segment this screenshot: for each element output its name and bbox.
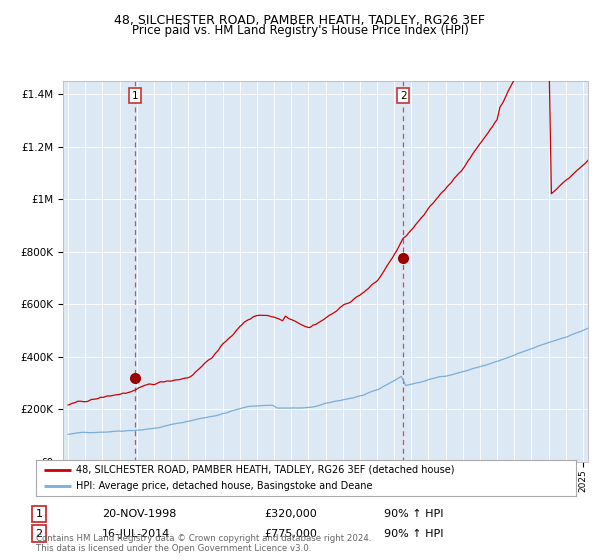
Text: 1: 1 xyxy=(131,91,138,101)
Text: 48, SILCHESTER ROAD, PAMBER HEATH, TADLEY, RG26 3EF: 48, SILCHESTER ROAD, PAMBER HEATH, TADLE… xyxy=(115,14,485,27)
Text: 2: 2 xyxy=(35,529,43,539)
Text: 90% ↑ HPI: 90% ↑ HPI xyxy=(384,509,443,519)
Text: 90% ↑ HPI: 90% ↑ HPI xyxy=(384,529,443,539)
Text: 16-JUL-2014: 16-JUL-2014 xyxy=(102,529,170,539)
Text: 1: 1 xyxy=(35,509,43,519)
Text: Price paid vs. HM Land Registry's House Price Index (HPI): Price paid vs. HM Land Registry's House … xyxy=(131,24,469,37)
Text: £775,000: £775,000 xyxy=(264,529,317,539)
Text: HPI: Average price, detached house, Basingstoke and Deane: HPI: Average price, detached house, Basi… xyxy=(77,481,373,491)
Text: Contains HM Land Registry data © Crown copyright and database right 2024.
This d: Contains HM Land Registry data © Crown c… xyxy=(36,534,371,553)
Text: £320,000: £320,000 xyxy=(264,509,317,519)
Text: 48, SILCHESTER ROAD, PAMBER HEATH, TADLEY, RG26 3EF (detached house): 48, SILCHESTER ROAD, PAMBER HEATH, TADLE… xyxy=(77,465,455,475)
Text: 2: 2 xyxy=(400,91,407,101)
Text: 20-NOV-1998: 20-NOV-1998 xyxy=(102,509,176,519)
